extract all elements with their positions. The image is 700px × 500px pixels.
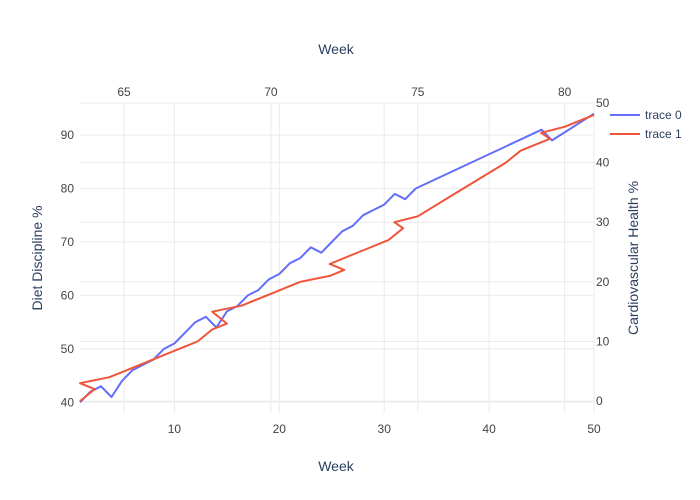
y2-tick-label: 0 [596, 394, 603, 408]
x2-tick-label: 70 [264, 85, 278, 99]
x-tick-label: 30 [378, 422, 392, 436]
y2-tick-label: 50 [596, 96, 610, 110]
series-line-trace-1[interactable] [79, 113, 595, 402]
x-tick-label: 20 [273, 422, 287, 436]
y-tick-label: 40 [61, 395, 75, 409]
legend-item-trace-1[interactable]: trace 1 [610, 127, 682, 141]
y-tick-label: 80 [61, 182, 75, 196]
x-axis-title: Week [318, 458, 355, 474]
x-tick-label: 40 [482, 422, 496, 436]
legend-label-trace-0: trace 0 [645, 108, 682, 122]
y-tick-label: 50 [61, 342, 75, 356]
y-tick-label: 70 [61, 235, 75, 249]
y-tick-label: 90 [61, 128, 75, 142]
tick-layer: 10 20 30 40 50 65 70 75 80 40 50 60 70 80 90 0 10 20 30 40 5… [61, 85, 610, 436]
y2-axis-title: Cardiovascular Health % [625, 181, 641, 335]
y2-tick-label: 20 [596, 275, 610, 289]
grid-layer [80, 102, 595, 413]
x2-axis-title: Week [318, 41, 355, 57]
series-line-trace-0[interactable] [79, 112, 595, 404]
series-layer [79, 112, 595, 404]
x-tick-label: 50 [587, 422, 601, 436]
x2-tick-label: 80 [558, 85, 572, 99]
y-axis-title: Diet Discipline % [29, 205, 45, 310]
x2-tick-label: 65 [117, 85, 131, 99]
x-tick-label: 10 [168, 422, 182, 436]
y-tick-label: 60 [61, 288, 75, 302]
legend-item-trace-0[interactable]: trace 0 [610, 108, 682, 122]
y2-tick-label: 30 [596, 215, 610, 229]
legend-label-trace-1: trace 1 [645, 127, 682, 141]
legend[interactable]: trace 0 trace 1 [610, 108, 682, 141]
y2-tick-label: 40 [596, 156, 610, 170]
x2-tick-label: 75 [411, 85, 425, 99]
y2-tick-label: 10 [596, 334, 610, 348]
